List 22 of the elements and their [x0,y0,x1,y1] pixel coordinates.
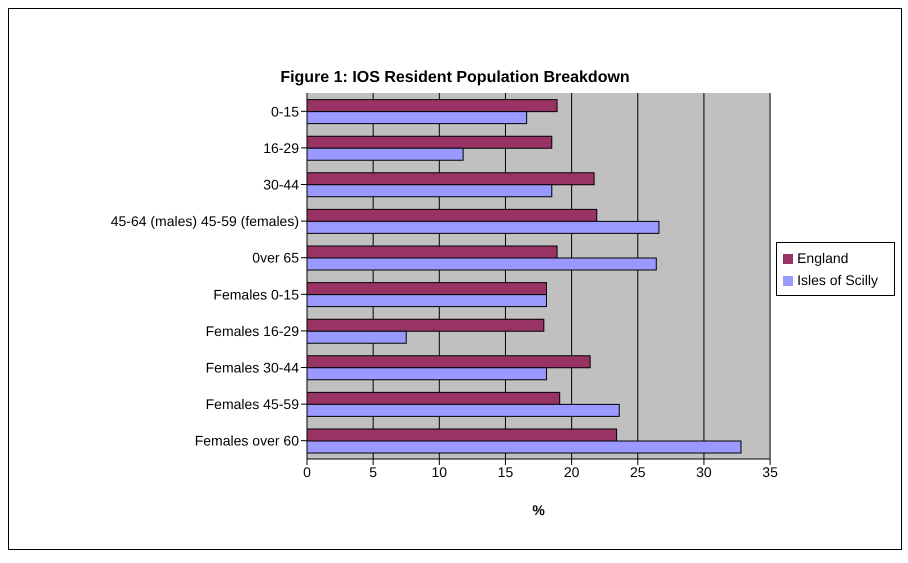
y-tick-label: Females over 60 [194,432,300,449]
x-tick-label: 15 [498,464,514,480]
x-tick-label: 10 [432,464,448,480]
chart-title: Figure 1: IOS Resident Population Breakdown [279,69,631,87]
legend-label: England [797,250,848,266]
y-tick-label: Females 45-59 [206,396,300,412]
x-tick-label: 0 [303,464,312,480]
x-tick-label: 35 [762,464,778,480]
legend-label: Isles of Scilly [797,272,878,288]
x-tick-label: 20 [564,464,580,480]
y-tick-label: Females 0-15 [213,286,300,302]
x-axis-title: % [532,502,546,518]
y-tick-label: Females 16-29 [206,322,300,339]
y-tick-label: Females 30-44 [206,359,300,376]
y-tick-label: 45-64 (males) 45-59 (females) [110,213,299,230]
x-tick-label: 25 [630,464,646,480]
x-tick-label: 30 [696,464,712,480]
y-tick-label: 30-44 [263,176,300,192]
y-tick-label: 16-29 [263,140,300,156]
y-tick-label: 0ver 65 [252,250,300,266]
y-tick-label: 0-15 [270,103,300,120]
x-tick-label: 5 [369,464,378,480]
